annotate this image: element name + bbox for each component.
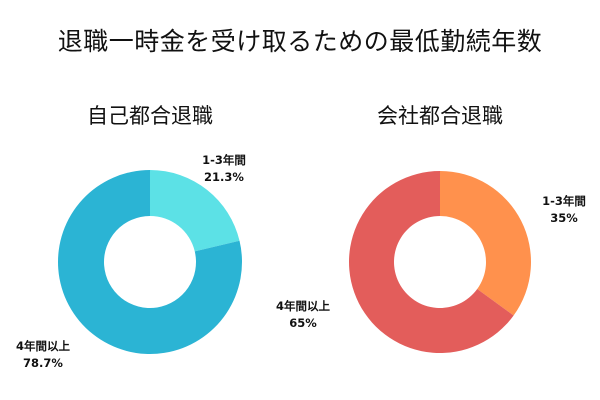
page-title: 退職一時金を受け取るための最低勤続年数: [57, 27, 543, 56]
label-self-1-3: 1-3年間 21.3%: [196, 152, 252, 186]
donut-slice: [440, 171, 531, 316]
label-name: 4年間以上: [275, 299, 330, 313]
label-value: 35%: [550, 211, 578, 225]
chart-title-self: 自己都合退職: [87, 104, 213, 128]
label-value: 65%: [289, 316, 317, 330]
label-company-4plus: 4年間以上 65%: [270, 298, 336, 332]
label-name: 1-3年間: [202, 153, 246, 167]
donut-slice: [58, 170, 243, 354]
donut-company: [349, 171, 531, 353]
donut-slice: [349, 171, 514, 353]
label-value: 78.7%: [23, 356, 63, 370]
label-self-4plus: 4年間以上 78.7%: [10, 338, 76, 372]
label-name: 1-3年間: [542, 194, 586, 208]
donut-self: [58, 170, 243, 354]
label-name: 4年間以上: [15, 339, 70, 353]
donut-slice: [150, 170, 240, 252]
label-company-1-3: 1-3年間 35%: [536, 193, 592, 227]
chart-title-company: 会社都合退職: [377, 104, 503, 128]
label-value: 21.3%: [204, 170, 244, 184]
